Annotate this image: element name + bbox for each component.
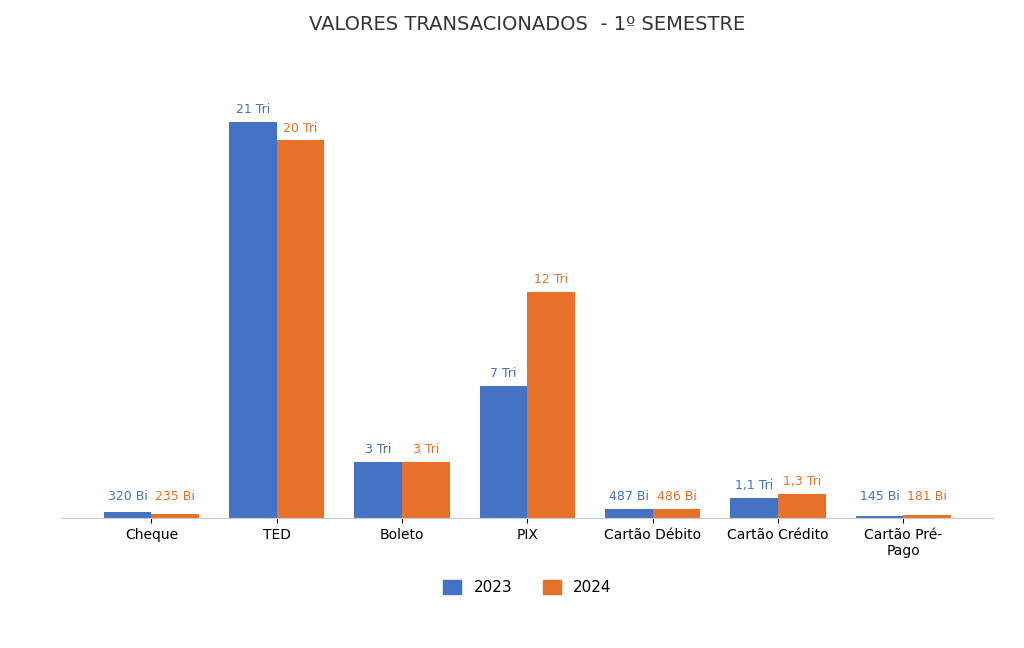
Text: 181 Bi: 181 Bi [907,491,947,503]
Bar [903,515,951,518]
Text: 1,3 Tri: 1,3 Tri [782,475,821,488]
Bar [354,461,402,518]
Text: 3 Tri: 3 Tri [413,443,439,456]
Bar [402,461,450,518]
Bar [527,292,575,518]
Text: 7 Tri: 7 Tri [490,367,517,380]
Bar [276,141,325,518]
Bar [652,509,700,518]
Bar [479,386,527,518]
Bar [730,498,778,518]
Text: 487 Bi: 487 Bi [609,491,649,503]
Text: 21 Tri: 21 Tri [236,103,270,116]
Bar [856,516,903,518]
Text: 320 Bi: 320 Bi [108,491,147,503]
Text: 145 Bi: 145 Bi [859,491,899,503]
Text: 20 Tri: 20 Tri [284,122,317,135]
Text: 12 Tri: 12 Tri [535,273,568,286]
Bar [605,509,652,518]
Text: 3 Tri: 3 Tri [365,443,391,456]
Bar [229,122,276,518]
Bar [103,513,152,518]
Bar [152,514,199,518]
Text: 1,1 Tri: 1,1 Tri [735,479,773,492]
Title: VALORES TRANSACIONADOS  - 1º SEMESTRE: VALORES TRANSACIONADOS - 1º SEMESTRE [309,15,745,34]
Text: 235 Bi: 235 Bi [156,491,196,503]
Text: 486 Bi: 486 Bi [656,491,696,503]
Bar [778,494,825,518]
Legend: 2023, 2024: 2023, 2024 [437,574,617,601]
